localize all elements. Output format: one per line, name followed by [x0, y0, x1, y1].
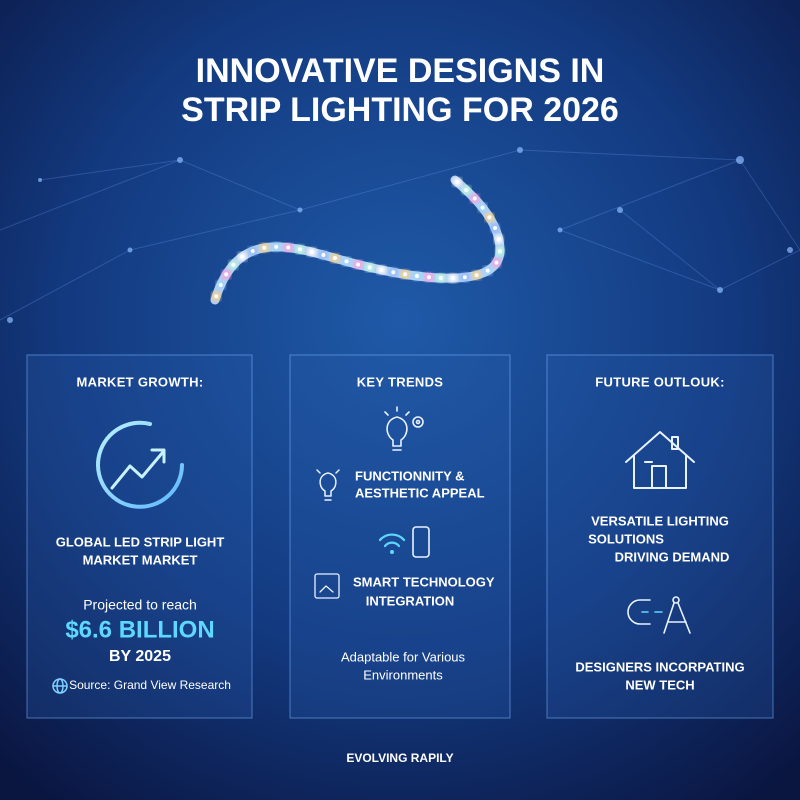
led: [455, 180, 460, 185]
led: [485, 268, 490, 273]
trend-text: AESTHETIC APPEAL: [355, 485, 485, 500]
led: [250, 249, 255, 254]
led: [367, 265, 372, 270]
point-text: VERSATILE LIGHTING: [591, 513, 729, 528]
led: [214, 294, 219, 299]
led: [426, 275, 431, 280]
led: [403, 272, 408, 277]
led: [274, 244, 279, 249]
label: MARKET MARKET: [83, 552, 198, 567]
house-icon: [625, 431, 695, 489]
led: [497, 249, 502, 254]
led: [391, 270, 396, 275]
led: [286, 245, 291, 250]
led: [474, 273, 479, 278]
led: [462, 275, 467, 280]
figure: $6.6 BILLION: [65, 616, 214, 643]
point-text: DESIGNERS INCORPATING: [575, 659, 744, 674]
led: [480, 205, 485, 210]
point-text: DRIVING DEMAND: [615, 549, 730, 564]
led: [224, 272, 229, 277]
led: [438, 276, 443, 281]
footer: EVOLVING RAPILY: [346, 751, 453, 765]
led: [487, 215, 492, 220]
point-text: NEW TECH: [625, 677, 694, 692]
panel-heading: MARKET GROWTH:: [77, 374, 204, 389]
led-strip: [210, 175, 505, 305]
led: [356, 262, 361, 267]
led: [414, 273, 419, 278]
led: [496, 237, 501, 242]
year: BY 2025: [109, 648, 171, 665]
trend-text: INTEGRATION: [366, 593, 455, 608]
trend-text: SMART TECHNOLOGY: [353, 574, 495, 589]
led: [494, 260, 499, 265]
globe-icon: [52, 678, 68, 694]
chip-icon: [314, 573, 340, 599]
note: Environments: [363, 667, 443, 682]
design-tools-icon: [627, 596, 691, 634]
led: [332, 256, 337, 261]
led: [218, 283, 223, 288]
title-line: INNOVATIVE DESIGNS IN: [196, 52, 605, 90]
led: [262, 245, 267, 250]
led: [231, 262, 236, 267]
label: GLOBAL LED STRIP LIGHT: [56, 534, 225, 549]
panel-heading: FUTURE OUTLOUK:: [595, 374, 724, 389]
led: [309, 249, 314, 254]
led: [321, 252, 326, 257]
title-line: STRIP LIGHTING FOR 2026: [181, 91, 619, 129]
source: Source: Grand View Research: [69, 678, 231, 692]
led: [450, 276, 455, 281]
bulb-icon: [316, 469, 340, 501]
led: [472, 196, 477, 201]
growth-icon: [96, 420, 184, 509]
trend-text: FUNCTIONNITY &: [355, 468, 465, 483]
network-pattern: [0, 147, 800, 323]
bulb-gear-icon: [384, 406, 424, 451]
led: [344, 259, 349, 264]
intro: Projected to reach: [83, 597, 197, 613]
note: Adaptable for Various: [341, 649, 466, 664]
panel: [546, 354, 774, 719]
panel: [26, 354, 253, 719]
led: [379, 267, 384, 272]
point-text: SOLUTIONS: [588, 531, 664, 546]
led: [240, 254, 245, 259]
panel-heading: KEY TRENDS: [357, 374, 444, 389]
wifi-phone-icon: [378, 526, 430, 558]
led: [493, 226, 498, 231]
led: [464, 188, 469, 193]
led: [298, 247, 303, 252]
